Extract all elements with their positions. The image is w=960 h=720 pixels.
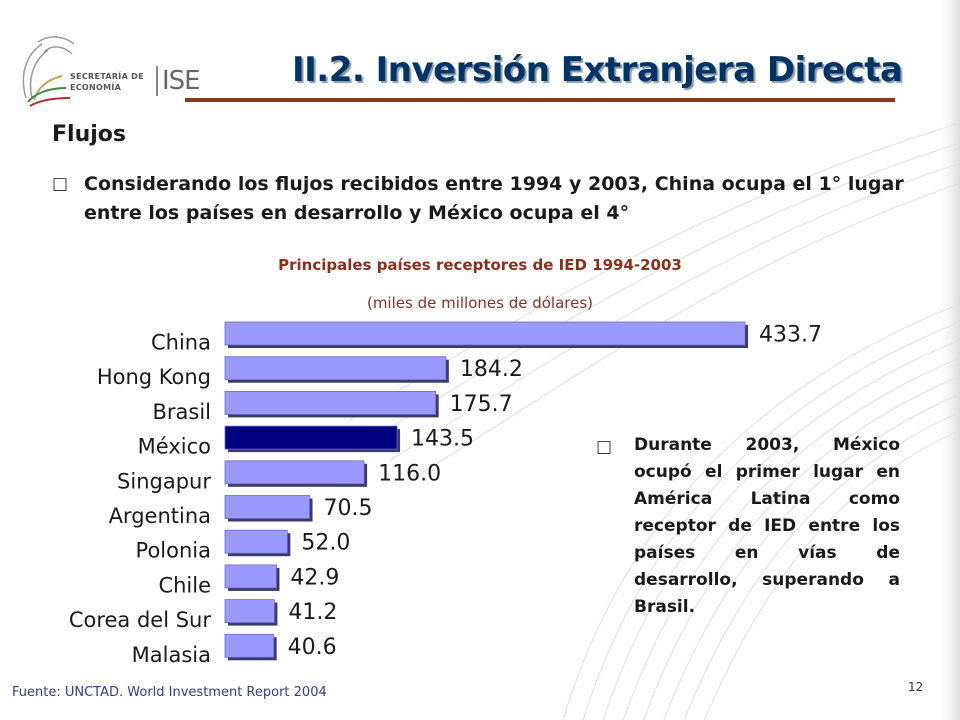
value-label: 41.2 [288,600,337,625]
bar [224,356,447,381]
category-label: Polonia [136,539,211,563]
value-label: 52.0 [301,531,350,556]
bar [224,391,437,415]
bar [224,321,746,346]
category-label: China [151,331,211,355]
bar [224,564,277,589]
category-label: México [138,435,211,459]
category-label: Singapur [117,469,211,493]
category-label: Chile [158,573,211,597]
value-label: 40.6 [288,635,337,660]
chart-title: Principales países receptores de IED 199… [278,256,682,274]
logo: SECRETARÍA DE ECONOMÍA ISE [18,28,201,108]
bar [224,460,365,485]
page-number: 12 [908,680,924,694]
logo-acronym: ISE [156,66,201,96]
checkbox-bullet-icon: ☐ [52,175,69,196]
category-label: Argentina [109,504,211,528]
checkbox-bullet-icon: ☐ [596,438,613,459]
bar [224,425,398,450]
bullet-point-2: Durante 2003, México ocupó el primer lug… [634,435,900,617]
value-label: 42.9 [290,565,339,590]
value-label: 433.7 [759,323,822,348]
bullet-point-1: Considerando los flujos recibidos entre … [84,173,904,224]
page-title: II.2. Inversión Extranjera Directa [292,50,903,90]
value-label: 116.0 [378,461,441,486]
source-note: Fuente: UNCTAD. World Investment Report … [12,685,327,700]
chart-subtitle: (miles de millones de dólares) [366,294,594,312]
category-label: Corea del Sur [69,608,212,632]
category-label: Hong Kong [97,365,211,389]
category-label: Malasia [132,643,211,667]
value-label: 184.2 [460,357,523,382]
bar [224,633,275,658]
value-label: 175.7 [450,392,513,417]
bar [224,529,288,554]
eagle-emblem-icon [22,36,75,107]
category-label: Brasil [152,400,211,424]
bar [224,495,310,519]
value-label: 70.5 [324,496,373,521]
value-label: 143.5 [411,427,474,452]
logo-line1: SECRETARÍA DE [70,72,144,81]
logo-line2: ECONOMÍA [70,83,122,92]
section-heading: Flujos [52,122,126,147]
bar-chart: China 433.7 Hong Kong 184.2 Brasil 175.7 Méxic… [69,321,822,667]
title-underline [185,98,895,102]
bar [224,599,275,624]
